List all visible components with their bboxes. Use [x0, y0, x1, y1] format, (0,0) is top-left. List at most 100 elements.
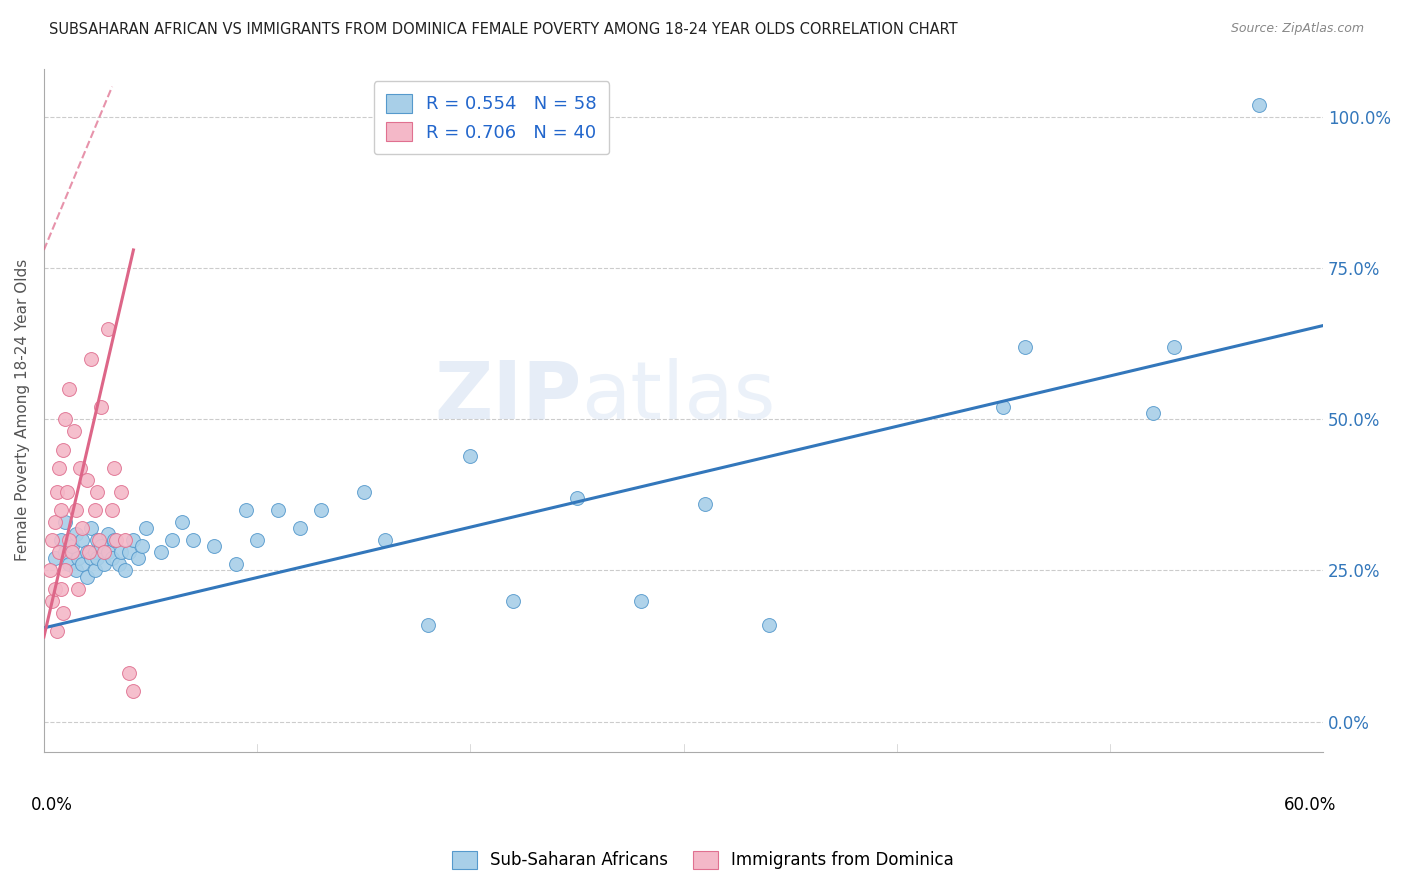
- Point: [72, 533, 94, 548]
- Point: [48, 545, 70, 559]
- Point: [90, 539, 112, 553]
- Point: [86, 533, 108, 548]
- Point: [110, 545, 132, 559]
- Point: [66, 582, 89, 596]
- Text: ZIP: ZIP: [434, 358, 581, 435]
- Y-axis label: Female Poverty Among 18-24 Year Olds: Female Poverty Among 18-24 Year Olds: [15, 259, 30, 561]
- Point: [56, 484, 79, 499]
- Point: [77, 545, 100, 559]
- Point: [114, 564, 136, 578]
- Point: [103, 533, 125, 548]
- Point: [135, 521, 157, 535]
- Point: [103, 460, 125, 475]
- Point: [41, 593, 63, 607]
- Point: [160, 533, 183, 548]
- Point: [49, 533, 72, 548]
- Point: [1142, 406, 1164, 420]
- Point: [65, 564, 87, 578]
- Point: [225, 558, 247, 572]
- Point: [48, 460, 70, 475]
- Point: [114, 533, 136, 548]
- Point: [62, 425, 84, 439]
- Point: [86, 484, 108, 499]
- Legend: R = 0.554   N = 58, R = 0.706   N = 40: R = 0.554 N = 58, R = 0.706 N = 40: [374, 81, 609, 154]
- Point: [107, 558, 129, 572]
- Point: [172, 515, 194, 529]
- Point: [76, 545, 98, 559]
- Point: [84, 564, 107, 578]
- Text: 0.0%: 0.0%: [31, 797, 73, 814]
- Point: [122, 684, 145, 698]
- Point: [66, 551, 89, 566]
- Point: [89, 533, 111, 548]
- Point: [41, 533, 63, 548]
- Point: [288, 521, 311, 535]
- Point: [101, 503, 124, 517]
- Point: [84, 503, 107, 517]
- Point: [97, 527, 120, 541]
- Point: [45, 484, 67, 499]
- Point: [110, 484, 132, 499]
- Point: [44, 551, 66, 566]
- Point: [53, 564, 76, 578]
- Point: [84, 545, 107, 559]
- Point: [122, 533, 145, 548]
- Point: [93, 545, 115, 559]
- Point: [39, 564, 62, 578]
- Point: [72, 521, 94, 535]
- Point: [60, 545, 83, 559]
- Point: [90, 400, 112, 414]
- Point: [101, 551, 124, 566]
- Point: [630, 593, 652, 607]
- Point: [150, 545, 173, 559]
- Point: [80, 551, 103, 566]
- Point: [97, 321, 120, 335]
- Legend: Sub-Saharan Africans, Immigrants from Dominica: Sub-Saharan Africans, Immigrants from Do…: [441, 840, 965, 880]
- Point: [181, 533, 204, 548]
- Point: [353, 484, 375, 499]
- Point: [97, 545, 120, 559]
- Text: Source: ZipAtlas.com: Source: ZipAtlas.com: [1230, 22, 1364, 36]
- Point: [58, 382, 80, 396]
- Point: [44, 515, 66, 529]
- Point: [76, 473, 98, 487]
- Point: [93, 558, 115, 572]
- Point: [374, 533, 396, 548]
- Point: [65, 503, 87, 517]
- Point: [69, 460, 91, 475]
- Point: [131, 539, 153, 553]
- Point: [993, 400, 1015, 414]
- Point: [52, 442, 75, 457]
- Text: 60.0%: 60.0%: [1284, 797, 1336, 814]
- Point: [58, 558, 80, 572]
- Point: [1249, 97, 1271, 112]
- Point: [80, 521, 103, 535]
- Point: [458, 449, 481, 463]
- Point: [502, 593, 524, 607]
- Point: [45, 624, 67, 638]
- Point: [76, 569, 98, 583]
- Point: [1163, 340, 1185, 354]
- Point: [416, 618, 439, 632]
- Point: [44, 582, 66, 596]
- Point: [246, 533, 269, 548]
- Point: [49, 582, 72, 596]
- Point: [1014, 340, 1036, 354]
- Point: [693, 497, 716, 511]
- Text: atlas: atlas: [581, 358, 776, 435]
- Point: [65, 527, 87, 541]
- Text: SUBSAHARAN AFRICAN VS IMMIGRANTS FROM DOMINICA FEMALE POVERTY AMONG 18-24 YEAR O: SUBSAHARAN AFRICAN VS IMMIGRANTS FROM DO…: [49, 22, 957, 37]
- Point: [118, 545, 141, 559]
- Point: [204, 539, 226, 553]
- Point: [565, 491, 588, 505]
- Point: [58, 533, 80, 548]
- Point: [53, 545, 76, 559]
- Point: [53, 412, 76, 426]
- Point: [235, 503, 257, 517]
- Point: [49, 503, 72, 517]
- Point: [267, 503, 290, 517]
- Point: [52, 606, 75, 620]
- Point: [53, 515, 76, 529]
- Point: [118, 666, 141, 681]
- Point: [105, 533, 128, 548]
